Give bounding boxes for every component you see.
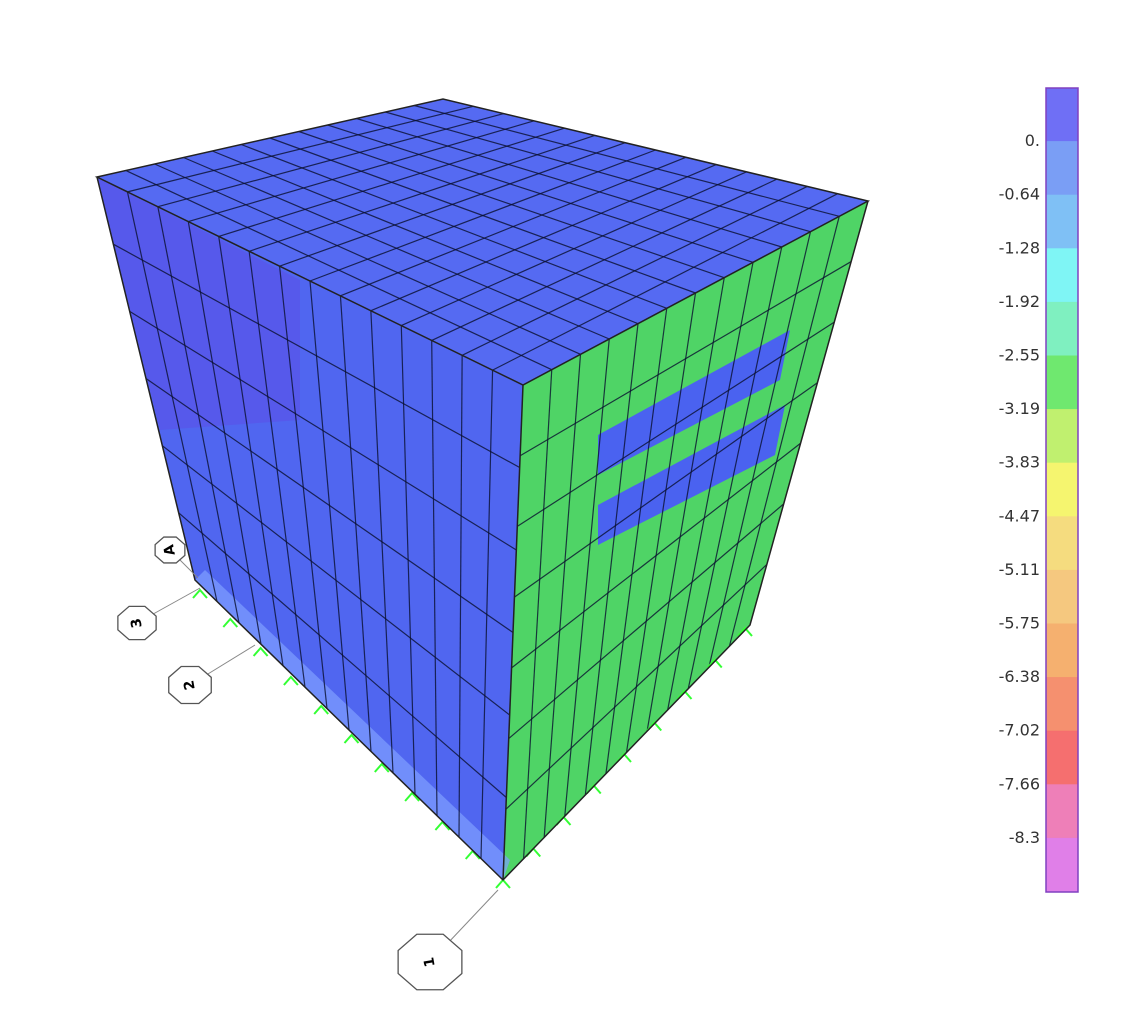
frame-line xyxy=(519,261,852,457)
outline xyxy=(94,98,871,882)
legend-label: -1.92 xyxy=(999,292,1040,311)
frame-line xyxy=(522,369,553,859)
legend-label: 0. xyxy=(1025,131,1040,150)
support xyxy=(706,657,723,669)
legend-swatch xyxy=(1045,301,1079,357)
frame-line xyxy=(401,171,747,327)
frame-line xyxy=(516,321,835,527)
frame-line xyxy=(309,149,656,282)
frame-line xyxy=(279,142,626,267)
legend-swatch xyxy=(1045,837,1079,893)
legend-swatch xyxy=(1045,87,1079,143)
support xyxy=(495,878,511,889)
frame-line xyxy=(511,442,801,669)
legend-swatch xyxy=(1045,516,1079,571)
frame-line xyxy=(127,105,474,193)
frame-line xyxy=(646,277,725,732)
legend-frame xyxy=(1045,87,1079,893)
frame-line xyxy=(584,323,639,796)
support xyxy=(374,762,390,773)
grid-bubble xyxy=(117,605,157,641)
frame-line xyxy=(543,354,582,838)
support xyxy=(737,626,753,637)
legend-swatch xyxy=(1045,784,1079,839)
frame-line xyxy=(248,134,595,252)
legend-swatch xyxy=(1045,677,1079,732)
support xyxy=(192,588,208,599)
legend-swatch xyxy=(1045,623,1079,679)
support xyxy=(313,704,329,715)
top-face xyxy=(97,99,868,385)
legend-swatch xyxy=(1045,194,1079,250)
legend-label: -2.55 xyxy=(999,346,1040,365)
grid-bubble-label: 3 xyxy=(128,617,145,629)
frame-line xyxy=(508,503,785,740)
legend-label: -0.64 xyxy=(999,185,1040,204)
legend-swatch xyxy=(1045,569,1079,625)
legend-label: -8.3 xyxy=(1009,828,1040,847)
frame-line xyxy=(564,338,610,817)
opening xyxy=(598,330,790,475)
frame-lines xyxy=(113,104,852,889)
frame-line xyxy=(667,262,754,711)
legend-swatch xyxy=(1045,248,1079,303)
frame-line xyxy=(340,156,687,297)
support xyxy=(283,675,299,686)
frame-line xyxy=(728,216,840,647)
frame-line xyxy=(505,563,768,810)
legend-label: -3.19 xyxy=(999,399,1040,418)
legend-label: -6.38 xyxy=(999,667,1040,686)
frame-line xyxy=(129,310,517,551)
frame-line xyxy=(492,193,838,371)
legend-label: -7.66 xyxy=(999,774,1040,793)
support xyxy=(676,689,693,700)
legend-label: -3.83 xyxy=(999,453,1040,472)
grid-bubble xyxy=(154,536,186,564)
legend: 0. -0.64 -1.28 -1.92 -2.55 -3.19 -3.83 -4.47 -5.… xyxy=(999,87,1079,893)
left-face-upper xyxy=(97,177,300,430)
frame-line xyxy=(178,512,507,798)
grid-bubble xyxy=(168,665,212,705)
frame-line xyxy=(461,185,808,356)
legend-swatch xyxy=(1045,462,1079,518)
frame-line xyxy=(161,445,511,716)
legend-label: -4.47 xyxy=(999,506,1040,525)
support xyxy=(222,617,239,628)
legend-swatch xyxy=(1045,409,1079,464)
grid-bubbles: A 3 2 1 xyxy=(117,536,499,991)
legend-label: -7.02 xyxy=(999,721,1040,740)
base-strip xyxy=(195,570,510,880)
support xyxy=(343,733,360,744)
support xyxy=(252,646,269,657)
legend-swatch xyxy=(1045,141,1079,196)
frame-line xyxy=(625,292,697,753)
frame-line xyxy=(113,243,520,469)
legend-swatch xyxy=(1045,355,1079,411)
support xyxy=(404,791,420,802)
grid-bubble-label: A xyxy=(161,543,179,557)
frame-line xyxy=(431,178,778,341)
grid-bubble xyxy=(397,933,463,991)
legend-swatch xyxy=(1045,730,1079,786)
model xyxy=(94,98,871,889)
frame-line xyxy=(218,127,565,238)
legend-label: -5.11 xyxy=(999,560,1040,579)
grid-bubble-label: 2 xyxy=(181,679,198,691)
frame-line xyxy=(145,378,514,633)
frame-line xyxy=(514,382,818,598)
frame-line xyxy=(605,308,668,774)
frame-line xyxy=(708,231,812,668)
legend-label: -1.28 xyxy=(999,238,1040,257)
frame-line xyxy=(687,246,783,689)
legend-label: -5.75 xyxy=(999,614,1040,633)
grid-bubble-label: 1 xyxy=(421,956,438,968)
frame-line xyxy=(370,164,717,312)
frame-line xyxy=(188,120,535,223)
frame-line xyxy=(157,112,504,208)
opening xyxy=(598,405,785,545)
